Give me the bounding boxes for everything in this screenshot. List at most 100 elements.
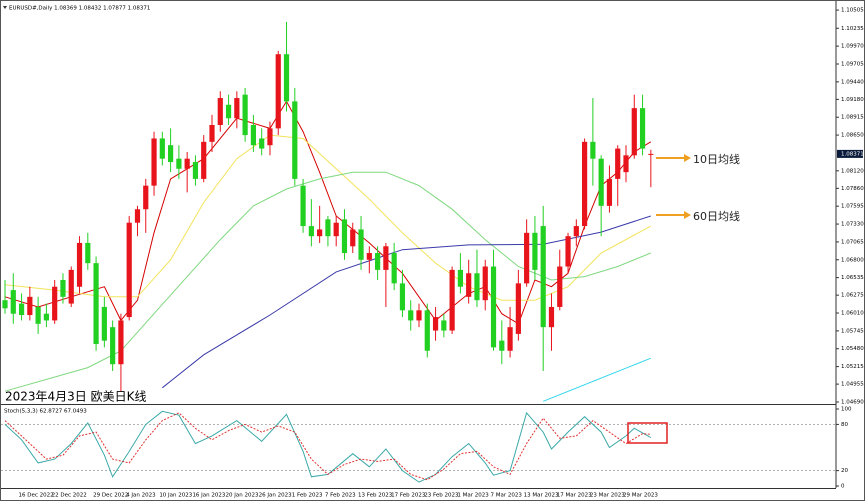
candle-body [134, 209, 141, 223]
line [4, 410, 652, 483]
y-tick-label: 1.06010 [841, 311, 864, 317]
candle-body [184, 158, 190, 169]
candle-body [424, 310, 430, 351]
y-tick-label: 1.06800 [841, 257, 864, 263]
annotation-arrowhead [684, 211, 691, 219]
candle-body [217, 98, 223, 125]
candle-body [60, 279, 66, 297]
candle-body [606, 178, 613, 206]
candle-body [259, 138, 265, 149]
candle-body [292, 101, 298, 179]
line [161, 215, 651, 389]
x-tick-label: 13 Feb 2023 [358, 493, 393, 499]
y-tick-label: 1.05215 [841, 364, 864, 370]
candle-body [391, 253, 397, 284]
candle-body [449, 269, 455, 331]
y-tick-label: 1.04955 [841, 382, 864, 388]
candle-body [27, 296, 33, 316]
candle-body [300, 185, 306, 227]
y-tick-label: 1.07860 [841, 186, 864, 192]
x-tick-label: 17 Mar 2023 [557, 493, 592, 499]
candle-body [250, 124, 256, 146]
line [4, 171, 651, 392]
candle-body [590, 141, 596, 159]
y-tick-label: 1.05480 [841, 346, 864, 352]
annotation-arrowhead [684, 154, 691, 162]
annotation: 60日均线 [693, 209, 740, 223]
candle-body [325, 219, 331, 237]
candle-body [615, 148, 621, 179]
candle-body [441, 320, 447, 331]
candle-body [10, 290, 16, 314]
x-tick-label: 7 Feb 2023 [325, 493, 356, 499]
x-tick-label: 16 Dec 2022 [19, 493, 54, 499]
stoch-title: Stoch(5,3,3) 62.8727 67.0493 [4, 409, 87, 415]
caption: 2023年4月3日 欧美日K线 [5, 390, 147, 404]
candle-body [283, 54, 290, 102]
line [4, 412, 651, 481]
candle-body [474, 273, 480, 301]
candle-body [43, 313, 49, 321]
x-tick-label: 20 Jan 2023 [226, 493, 259, 499]
x-tick-label: 4 Jan 2023 [126, 493, 156, 499]
y-tick-label: 1.07065 [841, 239, 864, 245]
candle-body [490, 266, 497, 348]
candle-body [457, 269, 463, 287]
candle-body [432, 317, 439, 331]
y-tick-label: 20 [841, 468, 848, 474]
candle-body [118, 320, 124, 365]
candle-body [565, 236, 571, 267]
candle-body [548, 306, 555, 328]
highlight-box [627, 422, 668, 444]
y-tick-label: 1.09970 [841, 44, 864, 50]
candle-body [341, 219, 348, 254]
candle-body [573, 226, 579, 237]
x-tick-label: 13 Mar 2023 [524, 493, 559, 499]
candle-body [317, 229, 323, 237]
y-tick-label: 1.10235 [841, 26, 864, 32]
candle-body [76, 242, 83, 287]
y-tick-label: 1.10505 [841, 8, 864, 14]
candle-body [308, 226, 314, 237]
candle-body [515, 283, 521, 334]
candle-body [598, 158, 604, 206]
y-tick-label: 1.09180 [841, 97, 864, 103]
candle-body [507, 327, 513, 351]
chart-title: EURUSD#,Daily 1.08369 1.08432 1.07877 1.… [9, 6, 150, 12]
y-tick-label: 1.04690 [841, 399, 864, 405]
candle-body [234, 98, 240, 119]
candle-body [110, 327, 116, 365]
y-tick-label: 1.06275 [841, 293, 864, 299]
x-tick-label: 29 Dec 2022 [93, 493, 128, 499]
candle-body [482, 266, 488, 301]
candle-body [68, 269, 74, 304]
candle-body [126, 222, 132, 318]
candle-body [151, 138, 157, 186]
x-tick-label: 23 Feb 2023 [424, 493, 459, 499]
candle-body [85, 242, 91, 264]
y-tick-label: 1.08120 [841, 168, 864, 174]
y-tick-label: 1.08650 [841, 133, 864, 139]
candle-body [209, 124, 215, 142]
candle-body [540, 226, 546, 328]
x-tick-label: 10 Jan 2023 [159, 493, 192, 499]
candle-body [648, 153, 654, 155]
y-tick-label: 1.09705 [841, 61, 864, 67]
y-tick-label: 100 [841, 407, 852, 413]
y-tick-label: 1.05745 [841, 328, 864, 334]
line [4, 134, 652, 301]
current-price-label: 1.08371 [841, 151, 864, 157]
y-tick-label: 80 [841, 422, 848, 428]
y-tick-label: 1.09440 [841, 79, 864, 85]
line [543, 357, 651, 402]
candle-body [176, 158, 182, 169]
candle-body [408, 310, 414, 321]
candle-body [532, 232, 538, 270]
candle-body [557, 266, 563, 307]
candle-body [18, 303, 25, 316]
candle-body [639, 108, 646, 149]
y-tick-label: 1.08915 [841, 115, 864, 121]
candle-body [225, 104, 232, 119]
y-tick-label: 1.06535 [841, 275, 864, 281]
